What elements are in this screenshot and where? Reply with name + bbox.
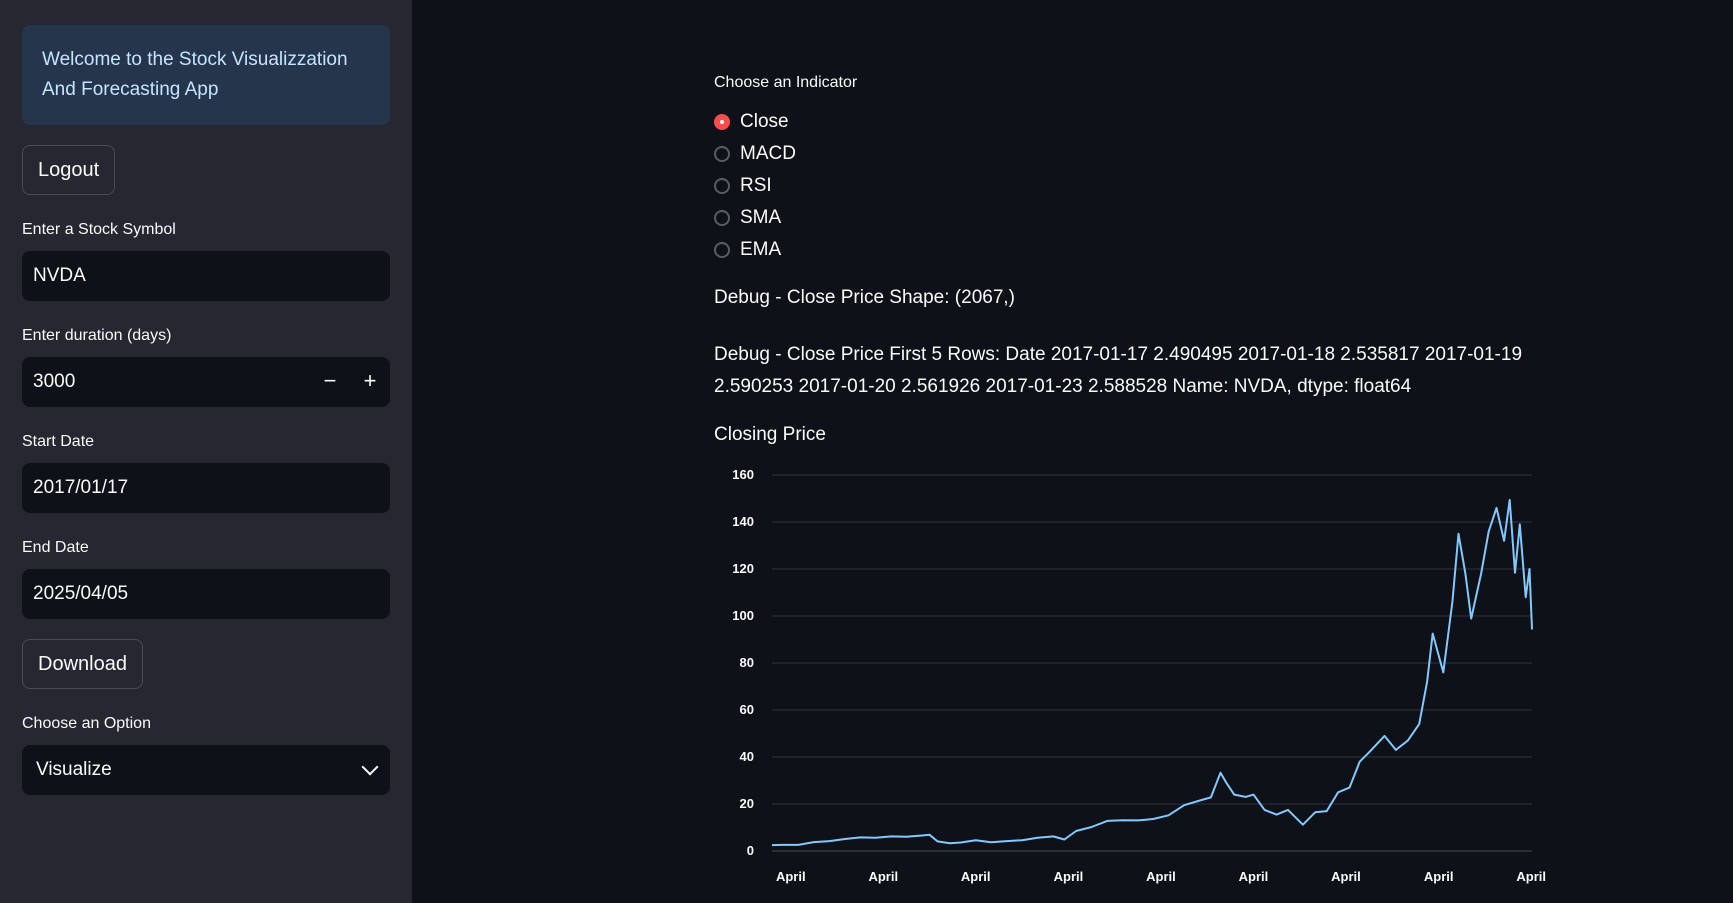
- y-tick-label: 60: [740, 702, 754, 717]
- series-line-close: [771, 498, 1533, 847]
- y-tick-label: 120: [732, 561, 754, 576]
- x-tick-label: April: [868, 869, 898, 884]
- sidebar: Welcome to the Stock Visualizzation And …: [0, 0, 412, 903]
- radio-label: SMA: [740, 207, 782, 228]
- start-date-label: Start Date: [22, 433, 95, 450]
- main-content: Choose an Indicator Close MACD RSI SMA E…: [714, 0, 1714, 903]
- y-tick-label: 20: [740, 796, 754, 811]
- radio-option-macd[interactable]: MACD: [714, 138, 796, 170]
- radio-option-ema[interactable]: EMA: [714, 234, 796, 266]
- duration-number-input: 3000 − +: [22, 357, 390, 407]
- y-tick-label: 160: [732, 467, 754, 482]
- symbol-input[interactable]: NVDA: [22, 251, 390, 301]
- radio-circle-icon: [714, 146, 730, 162]
- end-date-label: End Date: [22, 539, 89, 556]
- y-tick-label: 100: [732, 608, 754, 623]
- option-select-value: Visualize: [36, 759, 112, 780]
- radio-circle-icon: [714, 210, 730, 226]
- radio-circle-icon: [714, 178, 730, 194]
- duration-input[interactable]: 3000: [33, 371, 76, 392]
- x-tick-label: April: [1239, 869, 1269, 884]
- x-tick-label: April: [1054, 869, 1084, 884]
- radio-label: MACD: [740, 143, 796, 164]
- chevron-down-icon: [361, 758, 379, 776]
- end-date-input[interactable]: 2025/04/05: [22, 569, 390, 619]
- debug-rows-text: Debug - Close Price First 5 Rows: Date 2…: [714, 344, 1523, 397]
- y-tick-label: 0: [747, 843, 754, 858]
- start-date-input[interactable]: 2017/01/17: [22, 463, 390, 513]
- decrement-button[interactable]: −: [323, 368, 337, 393]
- x-tick-label: April: [776, 869, 806, 884]
- radio-option-sma[interactable]: SMA: [714, 202, 796, 234]
- indicator-radio-group: Close MACD RSI SMA EMA: [714, 106, 796, 266]
- y-tick-label: 140: [732, 514, 754, 529]
- increment-button[interactable]: +: [363, 368, 377, 393]
- y-tick-label: 40: [740, 749, 754, 764]
- welcome-info-box: Welcome to the Stock Visualizzation And …: [22, 25, 390, 125]
- option-label: Choose an Option: [22, 715, 151, 732]
- closing-price-chart: 0 20 40 60 80 100 120 140 160 April April April Apri…: [732, 467, 1546, 884]
- radio-label: Close: [740, 111, 789, 132]
- debug-shape-text: Debug - Close Price Shape: (2067,): [714, 287, 1015, 308]
- radio-label: RSI: [740, 175, 772, 196]
- radio-label: EMA: [740, 239, 782, 260]
- radio-option-close[interactable]: Close: [714, 106, 796, 138]
- x-tick-label: April: [1424, 869, 1454, 884]
- download-button[interactable]: Download: [22, 639, 143, 689]
- x-tick-label: April: [1146, 869, 1176, 884]
- x-tick-label: April: [1331, 869, 1361, 884]
- x-tick-label: April: [1516, 869, 1546, 884]
- option-select[interactable]: Visualize: [22, 745, 390, 795]
- radio-circle-icon: [714, 114, 730, 130]
- x-tick-label: April: [961, 869, 991, 884]
- symbol-label: Enter a Stock Symbol: [22, 221, 176, 238]
- chart-title: Closing Price: [714, 424, 826, 445]
- logout-button[interactable]: Logout: [22, 145, 116, 195]
- radio-circle-icon: [714, 242, 730, 258]
- indicator-label: Choose an Indicator: [714, 74, 858, 91]
- duration-label: Enter duration (days): [22, 327, 172, 344]
- y-tick-label: 80: [740, 655, 754, 670]
- radio-option-rsi[interactable]: RSI: [714, 170, 796, 202]
